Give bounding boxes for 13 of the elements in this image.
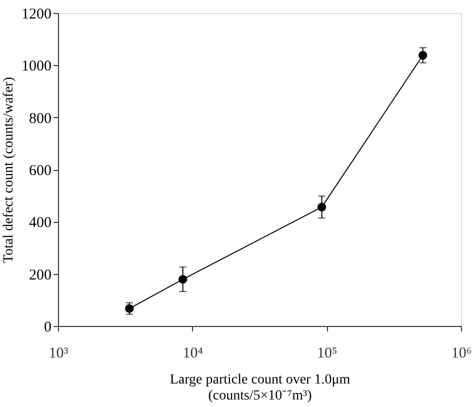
x-axis-title: Large particle count over 1.0μm (counts/5×10⁻⁷m³) [170,372,350,404]
y-tick-label: 1000 [22,58,52,75]
y-tick-label: 1200 [22,6,52,22]
x-tick-label: 10⁵ [317,346,338,362]
x-tick-label: 10³ [48,346,69,362]
y-tick-label: 400 [29,215,52,232]
y-axis-title: Total defect count (counts/wafer) [2,76,16,263]
x-tick-label: 10⁶ [451,346,472,362]
y-tick-label: 200 [29,267,52,284]
x-tick-label: 10⁴ [182,346,203,362]
y-tick-label: 0 [44,320,52,336]
y-tick-label: 800 [29,110,52,127]
y-tick-label: 600 [29,163,52,179]
